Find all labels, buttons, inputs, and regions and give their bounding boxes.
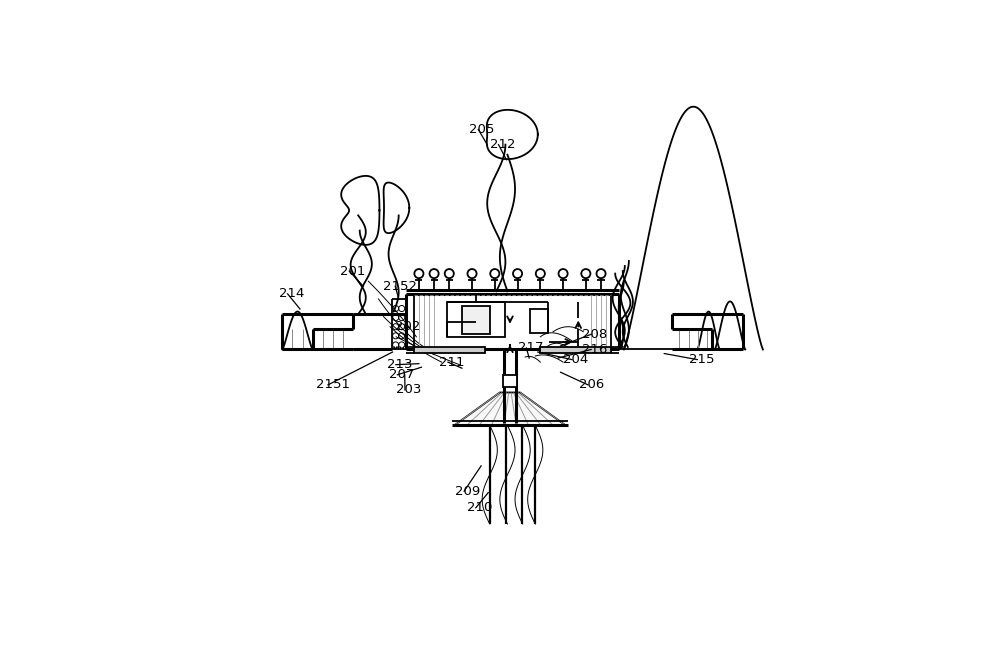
Text: 216: 216	[582, 343, 608, 356]
Text: 215: 215	[689, 353, 714, 366]
Text: 2151: 2151	[316, 378, 350, 392]
Text: 217: 217	[518, 342, 543, 355]
Bar	[414, 347, 485, 353]
Text: 207: 207	[389, 369, 414, 381]
Text: 202: 202	[395, 320, 421, 333]
Text: 201: 201	[340, 265, 366, 277]
Text: 2152: 2152	[383, 280, 417, 293]
Text: 210: 210	[467, 501, 492, 514]
Text: 213: 213	[387, 358, 413, 371]
Text: 203: 203	[396, 384, 422, 396]
Text: 214: 214	[279, 287, 304, 300]
Polygon shape	[454, 392, 566, 425]
Text: 204: 204	[563, 353, 588, 366]
Bar	[540, 347, 611, 353]
Bar	[503, 375, 517, 388]
Bar	[530, 309, 548, 333]
Bar	[462, 306, 490, 334]
Text: 211: 211	[439, 355, 465, 369]
Bar	[447, 302, 505, 337]
Text: 212: 212	[490, 138, 515, 151]
Text: 209: 209	[455, 485, 481, 497]
Text: 208: 208	[582, 328, 608, 341]
Text: 206: 206	[579, 378, 605, 392]
Text: 205: 205	[469, 123, 495, 136]
